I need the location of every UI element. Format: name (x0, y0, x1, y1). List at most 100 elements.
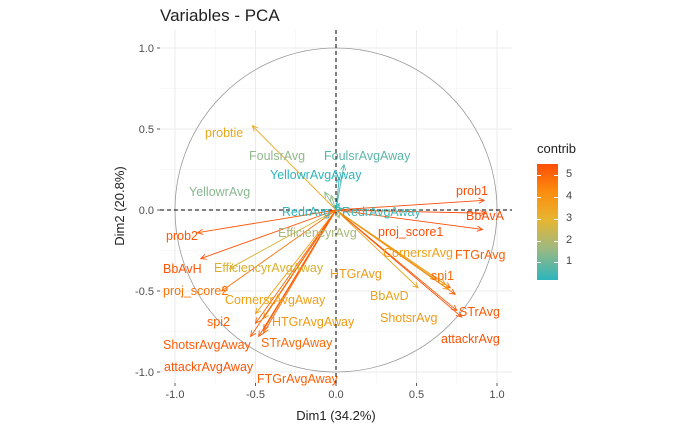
legend-tick-mark (537, 218, 541, 220)
legend-tick-label: 4 (566, 189, 573, 202)
label-proj_score2: proj_score2 (163, 284, 228, 298)
arrow-head (429, 274, 437, 281)
arrow-shaft (335, 177, 340, 211)
arrow-probtie (251, 125, 337, 211)
label-RedrAvgAway: RedrAvgAway (342, 205, 421, 219)
label-FoulsrAvgAway: FoulsrAvgAway (324, 149, 411, 163)
legend-tick-mark (537, 196, 541, 198)
x-axis-label: Dim1 (34.2%) (296, 408, 375, 423)
label-CornersrAvgAway: CornersrAvgAway (225, 293, 326, 307)
label-BbAvA: BbAvA (466, 209, 505, 223)
arrow-proj_score2 (220, 209, 337, 292)
arrow-shaft (335, 209, 419, 289)
arrow-head (412, 281, 419, 289)
arrow-BbAvD (335, 209, 419, 289)
arrow-head (258, 330, 265, 338)
legend-tick-mark (537, 262, 541, 264)
legend-tick-label: 3 (566, 211, 573, 224)
arrow-head (442, 283, 450, 290)
legend-tick-mark (554, 262, 558, 264)
arrow-RedrAvgAway (335, 206, 344, 213)
arrow-shaft (335, 164, 345, 211)
arrow-shaft (335, 209, 486, 214)
arrow-shaft (335, 199, 485, 211)
label-BbAvD: BbAvD (370, 289, 409, 303)
legend-tick-mark (554, 196, 558, 198)
arrow-head (250, 330, 257, 338)
legend-tick-mark (554, 240, 558, 242)
label-ShotsrAvgAway: ShotsrAvgAway (163, 338, 252, 352)
arrow-shaft (330, 195, 337, 211)
arrow-EfficiencyrAvg (334, 209, 341, 220)
arrow-HTGrAvg (335, 209, 437, 281)
arrow-YellowrAvgAway (335, 176, 342, 211)
arrow-shaft (255, 209, 337, 324)
arrow-shaft (335, 209, 483, 230)
arrow-head (449, 288, 456, 295)
arrow-proj_score1 (335, 209, 484, 232)
arrow-head (196, 228, 204, 235)
arrow-head (228, 263, 236, 269)
arrow-head (336, 206, 344, 213)
label-probtie: probtie (205, 126, 243, 140)
arrow-shaft (197, 209, 337, 234)
label-spi2: spi2 (207, 315, 230, 329)
legend-tick-mark (554, 218, 558, 220)
x-tick-label: -1.0 (166, 389, 185, 401)
arrow-FTGrAvgAway (263, 209, 337, 331)
arrow-head (329, 194, 336, 202)
arrow-head (476, 225, 484, 232)
arrow-head (444, 282, 452, 289)
label-YellowrAvg: YellowrAvg (189, 185, 250, 199)
legend-title: contrib (537, 141, 577, 156)
label-EfficiencyrAvgAway: EfficiencyrAvgAway (214, 261, 324, 275)
label-FoulsrAvg: FoulsrAvg (249, 149, 305, 163)
arrow-shaft (255, 209, 337, 314)
x-tick-label: 0.0 (328, 389, 343, 401)
arrow-spi2 (254, 209, 337, 325)
chart-title: Variables - PCA (160, 6, 280, 25)
legend-tick-mark (537, 174, 541, 176)
arrow-head (262, 312, 269, 320)
label-FTGrAvgAway: FTGrAvgAway (257, 372, 339, 386)
arrow-shaft (200, 209, 337, 260)
label-RedrAvg: RedrAvg (282, 205, 330, 219)
arrow-prob2 (196, 209, 337, 235)
label-prob2: prob2 (166, 229, 198, 243)
variable-arrows (196, 125, 487, 338)
x-tick-label: -0.5 (246, 389, 265, 401)
arrow-head (263, 323, 269, 331)
y-tick-label: -0.5 (135, 286, 154, 298)
arrow-head (199, 254, 207, 260)
arrow-head (254, 317, 261, 325)
legend-tick-mark (554, 174, 558, 176)
label-HTGrAvgAway: HTGrAvgAway (272, 315, 355, 329)
arrow-head (220, 285, 228, 292)
arrow-shaft (251, 125, 337, 211)
arrow-attackrAvg (335, 209, 463, 318)
x-tick-label: 0.5 (409, 389, 424, 401)
label-proj_score1: proj_score1 (378, 225, 443, 239)
arrow-head (340, 163, 347, 171)
label-attackrAvg: attackrAvg (441, 332, 500, 346)
x-tick-label: 1.0 (489, 389, 504, 401)
arrow-head (455, 311, 463, 318)
arrow-shaft (335, 209, 340, 219)
label-STrAvgAway: STrAvgAway (261, 336, 333, 350)
arrow-shaft (229, 209, 337, 269)
y-axis-label: Dim2 (20.8%) (112, 166, 127, 245)
arrow-shaft (324, 191, 337, 211)
y-tick-label: -1.0 (135, 367, 154, 379)
arrow-BbAvH (199, 209, 337, 260)
legend-tick-label: 2 (566, 233, 573, 246)
arrow-shaft (335, 209, 462, 318)
label-spi1: spi1 (431, 269, 454, 283)
label-attackrAvgAway: attackrAvgAway (164, 360, 254, 374)
y-tick-label: 1.0 (139, 43, 154, 55)
arrow-head (251, 125, 259, 132)
arrow-CornersrAvgAway (254, 209, 337, 315)
arrow-head (335, 176, 342, 184)
arrow-shaft (335, 207, 343, 211)
arrow-head (324, 191, 331, 199)
